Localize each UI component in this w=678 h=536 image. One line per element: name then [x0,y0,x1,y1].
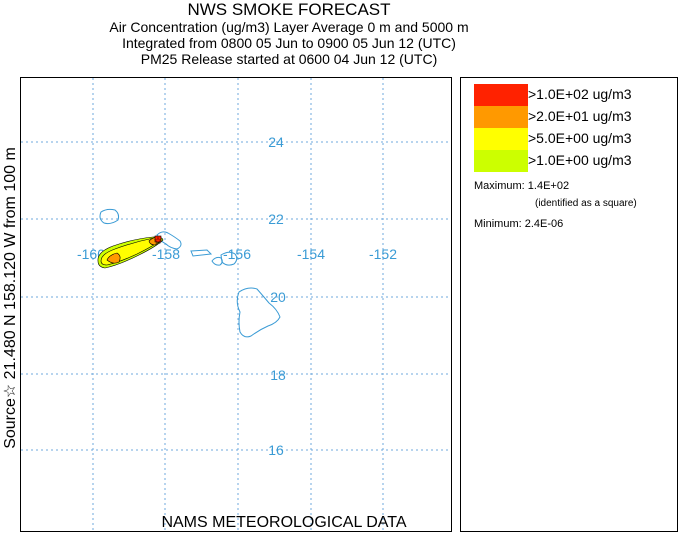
source-star-icon: ☆ [154,236,163,247]
title-block: NWS SMOKE FORECAST Air Concentration (ug… [20,0,558,67]
legend-swatch [474,128,528,150]
lon-labels: -160 -158 -156 -154 -152 [77,246,397,262]
island-lanai [211,256,223,266]
maximum-value: Maximum: 1.4E+02 [474,180,570,192]
lat-labels: 24 22 20 18 16 [268,134,286,458]
legend-label: >2.0E+01 ug/m3 [528,108,632,124]
maximum-square [154,235,162,243]
title-subtitle-3: PM25 Release started at 0600 04 Jun 12 (… [140,51,438,67]
title-subtitle-2: Integrated from 0800 05 Jun to 0900 05 J… [122,35,456,51]
map-panel: 24 22 20 18 16 -160 -158 -156 -154 -152 [20,77,452,532]
island-oahu [156,231,182,250]
lat-label: 22 [268,211,284,227]
maximum-note: (identified as a square) [535,198,637,209]
lat-label: 20 [270,289,286,305]
legend-swatch [474,150,528,172]
lat-label: 16 [268,442,284,458]
legend-swatch [474,84,528,106]
lat-label: 24 [268,134,284,150]
minimum-value: Minimum: 2.4E-06 [474,218,564,230]
meteorological-data-label: NAMS METEOROLOGICAL DATA [161,514,407,531]
legend-swatch [474,106,528,128]
lon-label: -156 [223,246,251,262]
lon-label: -154 [297,246,325,262]
title-main: NWS SMOKE FORECAST [187,0,391,19]
legend-panel: >1.0E+02 ug/m3 >2.0E+01 ug/m3 >5.0E+00 u… [460,77,678,532]
legend-label: >5.0E+00 ug/m3 [528,130,632,146]
island-molokai [190,249,213,257]
map-svg: 24 22 20 18 16 -160 -158 -156 -154 -152 [21,78,451,531]
island-maui [220,251,238,266]
island-kauai [99,208,120,225]
legend-label: >1.0E+02 ug/m3 [528,86,632,102]
lon-label: -158 [152,246,180,262]
island-hawaii [236,287,281,338]
lon-label: -152 [369,246,397,262]
smoke-plume: ☆ [97,235,164,269]
coastlines [99,208,281,338]
source-label: Source☆ 21.480 N 158.120 W from 100 m [2,147,19,449]
legend-label: >1.0E+00 ug/m3 [528,152,632,168]
plume-level-3 [106,252,121,264]
lat-label: 18 [270,367,286,383]
title-subtitle-1: Air Concentration (ug/m3) Layer Average … [109,19,469,35]
graticule [21,78,451,531]
